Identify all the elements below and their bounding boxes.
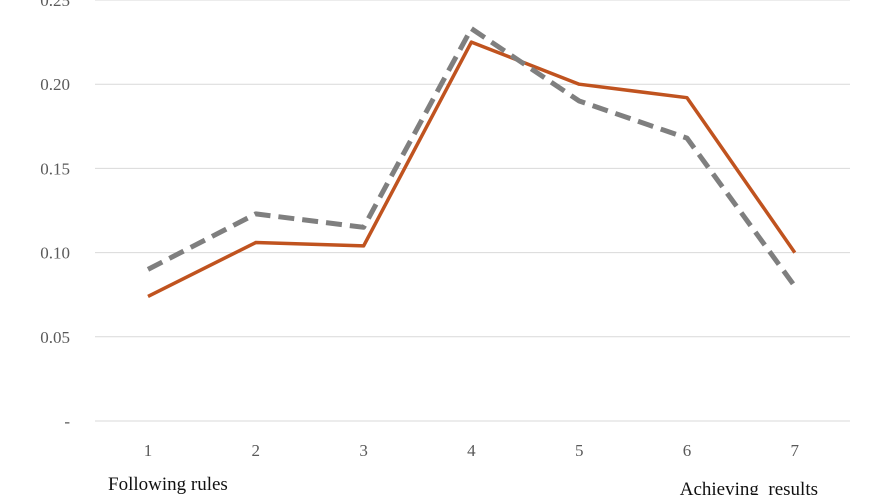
y-tick-label: 0.05 <box>40 328 70 347</box>
y-tick-label: 0.10 <box>40 244 70 263</box>
x-tick-label: 3 <box>359 441 368 460</box>
annotation-following-rules: Following rules <box>108 474 228 495</box>
y-tick-label: - <box>64 412 70 431</box>
x-axis-tick-labels: 1 2 3 4 5 6 7 <box>144 441 800 460</box>
gridlines <box>95 0 850 422</box>
series-line-dashed <box>146 26 797 288</box>
series-lines <box>146 26 797 298</box>
series-line-solid <box>147 40 797 298</box>
x-tick-label: 7 <box>791 441 800 460</box>
y-axis-tick-labels: - 0.05 0.10 0.15 0.20 0.25 <box>40 0 70 431</box>
y-tick-label: 0.25 <box>40 0 70 10</box>
x-tick-label: 6 <box>683 441 692 460</box>
y-tick-label: 0.20 <box>40 75 70 94</box>
x-tick-label: 1 <box>144 441 153 460</box>
annotation-achieving-results: Achieving results <box>680 479 818 495</box>
y-tick-label: 0.15 <box>40 159 70 178</box>
x-tick-label: 4 <box>467 441 476 460</box>
x-tick-label: 5 <box>575 441 584 460</box>
x-tick-label: 2 <box>252 441 261 460</box>
